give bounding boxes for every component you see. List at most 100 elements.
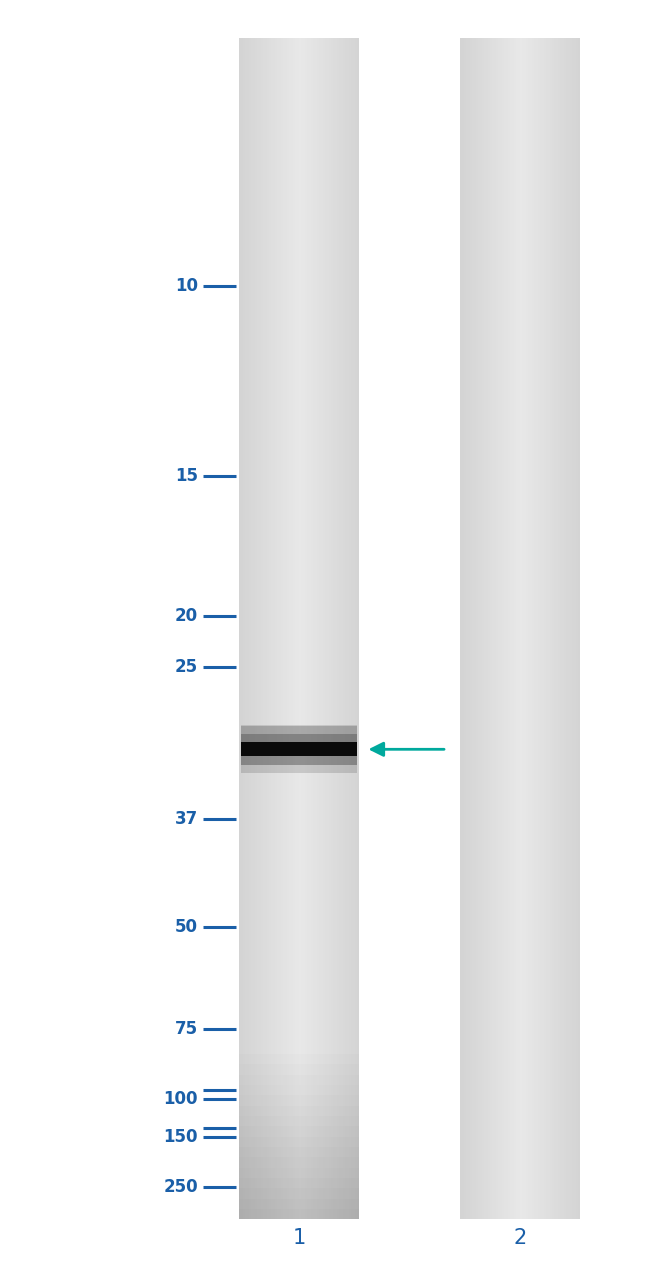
Bar bbox=[550, 38, 552, 1219]
Text: 50: 50 bbox=[175, 918, 198, 936]
Bar bbox=[498, 38, 500, 1219]
Bar bbox=[241, 38, 243, 1219]
Text: 1: 1 bbox=[292, 1228, 306, 1248]
Bar bbox=[570, 38, 572, 1219]
Bar bbox=[305, 38, 307, 1219]
Bar bbox=[536, 38, 538, 1219]
Bar bbox=[239, 1209, 359, 1219]
Bar bbox=[281, 38, 283, 1219]
Bar bbox=[287, 38, 289, 1219]
Bar bbox=[540, 38, 542, 1219]
Text: 25: 25 bbox=[175, 658, 198, 676]
Bar bbox=[317, 38, 319, 1219]
Bar bbox=[327, 38, 329, 1219]
Bar bbox=[291, 38, 293, 1219]
Bar bbox=[343, 38, 345, 1219]
Text: 150: 150 bbox=[163, 1128, 198, 1146]
Bar bbox=[325, 38, 327, 1219]
Bar bbox=[241, 745, 358, 773]
Bar bbox=[500, 38, 502, 1219]
Bar bbox=[239, 1064, 359, 1074]
Bar bbox=[576, 38, 578, 1219]
Bar bbox=[299, 38, 301, 1219]
Bar bbox=[239, 1147, 359, 1157]
Bar bbox=[241, 744, 358, 765]
Bar bbox=[476, 38, 478, 1219]
Bar bbox=[319, 38, 321, 1219]
Bar bbox=[277, 38, 279, 1219]
Text: 100: 100 bbox=[163, 1090, 198, 1107]
Bar bbox=[484, 38, 486, 1219]
Text: 250: 250 bbox=[163, 1179, 198, 1196]
Bar bbox=[538, 38, 540, 1219]
Bar bbox=[337, 38, 339, 1219]
Bar bbox=[504, 38, 506, 1219]
Bar bbox=[239, 1095, 359, 1105]
Bar bbox=[307, 38, 309, 1219]
Text: 75: 75 bbox=[175, 1020, 198, 1038]
Bar bbox=[532, 38, 534, 1219]
Text: 2: 2 bbox=[514, 1228, 526, 1248]
Bar bbox=[323, 38, 325, 1219]
Bar bbox=[301, 38, 303, 1219]
Bar bbox=[470, 38, 472, 1219]
Bar bbox=[530, 38, 532, 1219]
Text: 20: 20 bbox=[175, 607, 198, 625]
Bar bbox=[355, 38, 357, 1219]
Bar bbox=[512, 38, 514, 1219]
Bar bbox=[508, 38, 510, 1219]
Bar bbox=[241, 725, 358, 742]
Bar bbox=[460, 38, 462, 1219]
Bar bbox=[275, 38, 277, 1219]
Bar bbox=[554, 38, 556, 1219]
Bar bbox=[253, 38, 255, 1219]
Bar bbox=[331, 38, 333, 1219]
Bar bbox=[295, 38, 297, 1219]
Bar bbox=[522, 38, 524, 1219]
Bar bbox=[574, 38, 576, 1219]
Bar bbox=[241, 734, 358, 754]
Bar bbox=[556, 38, 558, 1219]
Bar bbox=[309, 38, 311, 1219]
Bar bbox=[566, 38, 568, 1219]
Bar bbox=[239, 1137, 359, 1147]
Bar bbox=[269, 38, 271, 1219]
Bar bbox=[560, 38, 562, 1219]
Bar bbox=[239, 1189, 359, 1199]
Bar bbox=[333, 38, 335, 1219]
Bar bbox=[247, 38, 249, 1219]
Bar bbox=[486, 38, 488, 1219]
Bar bbox=[488, 38, 490, 1219]
Bar bbox=[506, 38, 508, 1219]
Bar bbox=[548, 38, 550, 1219]
Bar bbox=[490, 38, 492, 1219]
Bar bbox=[243, 38, 245, 1219]
Bar bbox=[293, 38, 295, 1219]
Bar bbox=[349, 38, 351, 1219]
Bar bbox=[347, 38, 349, 1219]
Bar bbox=[353, 38, 355, 1219]
Bar bbox=[285, 38, 287, 1219]
Bar bbox=[520, 38, 522, 1219]
Bar bbox=[468, 38, 470, 1219]
Bar bbox=[534, 38, 536, 1219]
Bar bbox=[283, 38, 285, 1219]
Bar bbox=[239, 1199, 359, 1209]
Bar bbox=[542, 38, 544, 1219]
Bar bbox=[313, 38, 315, 1219]
Bar bbox=[474, 38, 476, 1219]
Bar bbox=[297, 38, 299, 1219]
Bar bbox=[239, 1085, 359, 1095]
Bar bbox=[251, 38, 253, 1219]
Bar bbox=[239, 1167, 359, 1177]
Bar bbox=[546, 38, 548, 1219]
Bar bbox=[239, 1074, 359, 1085]
Bar bbox=[472, 38, 474, 1219]
Bar bbox=[261, 38, 263, 1219]
Bar bbox=[345, 38, 347, 1219]
Text: 15: 15 bbox=[175, 467, 198, 485]
Bar bbox=[564, 38, 566, 1219]
Bar bbox=[544, 38, 546, 1219]
Bar bbox=[259, 38, 261, 1219]
Bar bbox=[321, 38, 323, 1219]
